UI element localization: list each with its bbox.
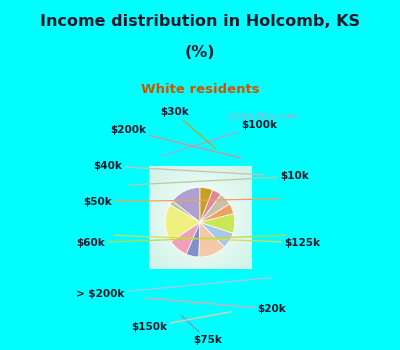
Text: $40k: $40k [94,161,263,175]
Wedge shape [200,222,233,247]
Wedge shape [200,188,213,222]
Text: $20k: $20k [146,298,286,314]
Wedge shape [200,194,230,222]
Wedge shape [200,204,234,222]
Text: $200k: $200k [110,125,241,158]
Text: $50k: $50k [84,197,278,207]
Wedge shape [200,190,221,222]
Wedge shape [165,205,200,242]
Text: $75k: $75k [182,316,222,345]
Text: $10k: $10k [129,171,309,185]
Text: $125k: $125k [115,235,320,248]
Wedge shape [171,222,200,254]
Wedge shape [170,201,200,222]
Wedge shape [200,214,235,233]
Text: $150k: $150k [131,312,231,332]
Text: White residents: White residents [141,83,259,96]
Text: ⓘ City-Data.com: ⓘ City-Data.com [230,112,298,121]
Text: $30k: $30k [160,107,216,149]
Wedge shape [186,222,200,257]
Text: Income distribution in Holcomb, KS: Income distribution in Holcomb, KS [40,14,360,29]
Text: (%): (%) [185,46,215,60]
Text: $100k: $100k [162,120,277,156]
Wedge shape [199,222,224,257]
Text: $60k: $60k [76,235,285,248]
Wedge shape [172,188,200,222]
Text: > $200k: > $200k [76,278,272,299]
